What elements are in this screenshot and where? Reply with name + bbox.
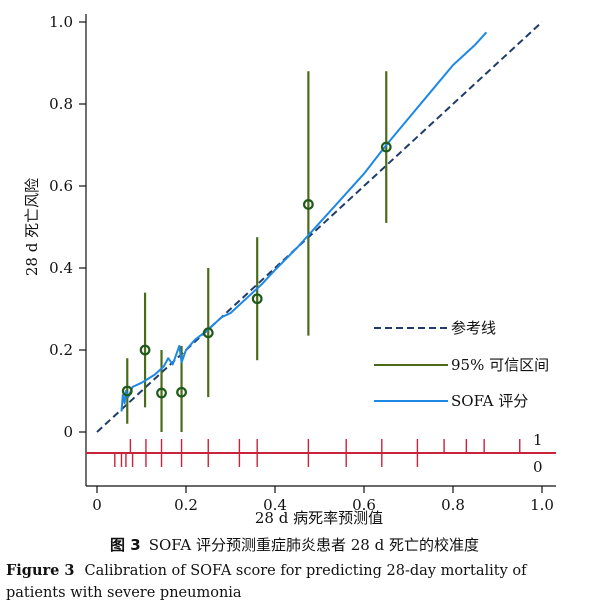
calibration-point bbox=[121, 385, 133, 397]
caption-en-text: Calibration of SOFA score for predicting… bbox=[6, 563, 527, 601]
sofa-curve-layer bbox=[120, 31, 488, 412]
confidence-interval-layer bbox=[126, 71, 388, 432]
y-tick-label: 0.2 bbox=[49, 341, 73, 359]
calibration-point bbox=[302, 199, 314, 210]
x-axis-title: 28 d 病死率预测值 bbox=[255, 509, 383, 527]
rug-layer bbox=[86, 439, 556, 467]
legend-label-reference: 参考线 bbox=[451, 319, 496, 337]
x-tick-label: 0.8 bbox=[441, 496, 465, 514]
legend-label-sofa: SOFA 评分 bbox=[451, 392, 528, 410]
y-tick-label: 0.8 bbox=[49, 95, 73, 113]
rug-lower-label: 0 bbox=[533, 458, 543, 476]
calibration-point-layer bbox=[121, 141, 392, 399]
calibration-chart: 0 0.2 0.4 0.6 0.8 1.0 0 0.2 0.4 0.6 0.8 1.0 28 d 病… bbox=[23, 13, 556, 527]
calibration-point bbox=[139, 344, 151, 356]
y-tick-label: 0 bbox=[63, 423, 73, 441]
y-tick-label: 0.6 bbox=[49, 177, 73, 195]
caption-chinese: 图 3 SOFA 评分预测重症肺炎患者 28 d 死亡的校准度 bbox=[0, 535, 589, 555]
y-tick-label: 1.0 bbox=[49, 13, 73, 31]
x-tick-label: 0.4 bbox=[263, 496, 287, 514]
x-tick-label: 0.6 bbox=[352, 496, 376, 514]
caption-cn-figure-number: 图 3 bbox=[110, 536, 141, 554]
calibration-point bbox=[251, 293, 263, 305]
calibration-point bbox=[202, 327, 214, 339]
caption-cn-text: SOFA 评分预测重症肺炎患者 28 d 死亡的校准度 bbox=[148, 536, 479, 554]
calibration-point bbox=[156, 387, 167, 399]
legend: 参考线 95% 可信区间 SOFA 评分 bbox=[374, 319, 549, 410]
x-axis-ticks: 0 0.2 0.4 0.6 0.8 1.0 bbox=[92, 486, 554, 514]
y-axis-ticks: 0 0.2 0.4 0.6 0.8 1.0 bbox=[49, 13, 86, 441]
calibration-point bbox=[380, 141, 392, 153]
sofa-curve-line bbox=[120, 31, 488, 412]
y-tick-label: 0.4 bbox=[49, 259, 73, 277]
y-axis-title: 28 d 死亡风险 bbox=[23, 178, 41, 276]
caption-en-figure-number: Figure 3 bbox=[6, 562, 75, 579]
x-tick-label: 0 bbox=[92, 496, 102, 514]
legend-label-ci: 95% 可信区间 bbox=[451, 356, 549, 374]
rug-upper-label: 1 bbox=[533, 431, 543, 449]
calibration-point bbox=[176, 386, 187, 398]
caption-english: Figure 3 Calibration of SOFA score for pr… bbox=[6, 560, 584, 604]
x-tick-label: 0.2 bbox=[174, 496, 198, 514]
x-tick-label: 1.0 bbox=[530, 496, 554, 514]
